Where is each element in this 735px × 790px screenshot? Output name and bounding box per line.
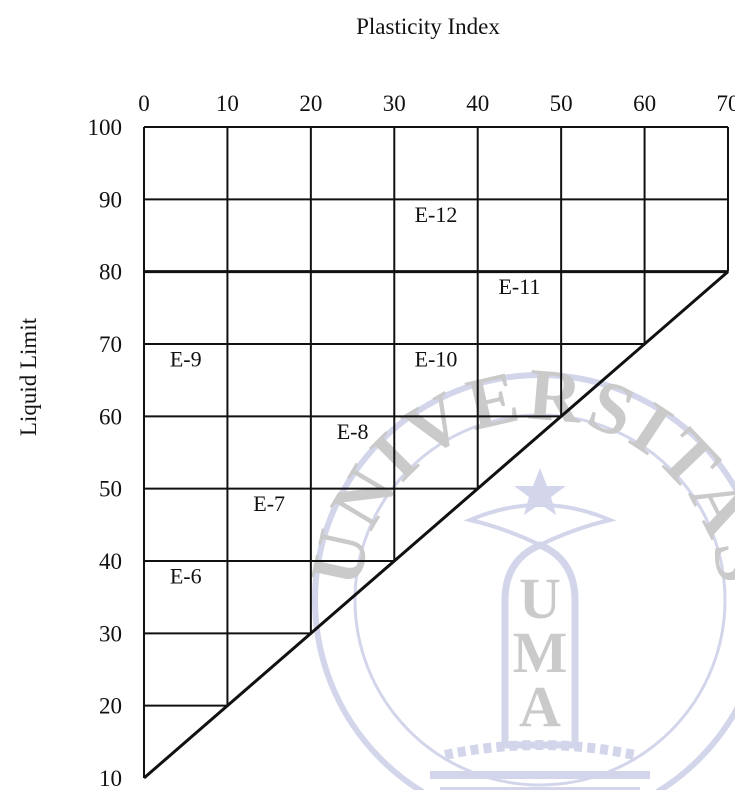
watermark-letter: U [519, 566, 561, 631]
y-tick-label: 10 [99, 766, 122, 790]
zone-label-e-10: E-10 [415, 346, 458, 371]
x-tick-label: 60 [633, 91, 656, 116]
zone-label-e-8: E-8 [337, 419, 369, 444]
watermark-arc-text: UNIVERSITAS [295, 353, 735, 592]
zone-label-e-9: E-9 [170, 346, 202, 371]
tick-labels: 0 10 20 30 40 50 60 70 100 90 80 70 60 50 40 30 20 10 [88, 91, 735, 790]
x-axis-title: Plasticity Index [356, 14, 500, 39]
x-tick-label: 40 [466, 91, 489, 116]
y-tick-label: 100 [88, 115, 123, 140]
y-axis-title: Liquid Limit [16, 317, 41, 436]
y-tick-label: 80 [99, 260, 122, 285]
y-tick-label: 60 [99, 404, 122, 429]
x-tick-label: 50 [550, 91, 573, 116]
x-tick-label: 20 [299, 91, 322, 116]
y-tick-label: 40 [99, 549, 122, 574]
watermark-letter: A [519, 674, 561, 739]
x-tick-label: 30 [383, 91, 406, 116]
y-tick-label: 20 [99, 694, 122, 719]
y-tick-label: 30 [99, 621, 122, 646]
y-tick-label: 90 [99, 187, 122, 212]
y-tick-label: 70 [99, 332, 122, 357]
x-tick-label: 0 [138, 91, 150, 116]
x-tick-label: 70 [717, 91, 735, 116]
zone-label-e-6: E-6 [170, 563, 202, 588]
zone-label-e-11: E-11 [498, 274, 540, 299]
watermark-letter: M [513, 620, 568, 685]
zone-labels: E-6 E-7 E-8 E-9 E-10 E-11 E-12 [170, 202, 541, 589]
zone-label-e-12: E-12 [415, 202, 458, 227]
zone-label-e-7: E-7 [253, 491, 285, 516]
chart-grid [143, 126, 729, 780]
boundary-line [143, 270, 729, 780]
y-tick-label: 50 [99, 477, 122, 502]
x-tick-label: 10 [216, 91, 239, 116]
